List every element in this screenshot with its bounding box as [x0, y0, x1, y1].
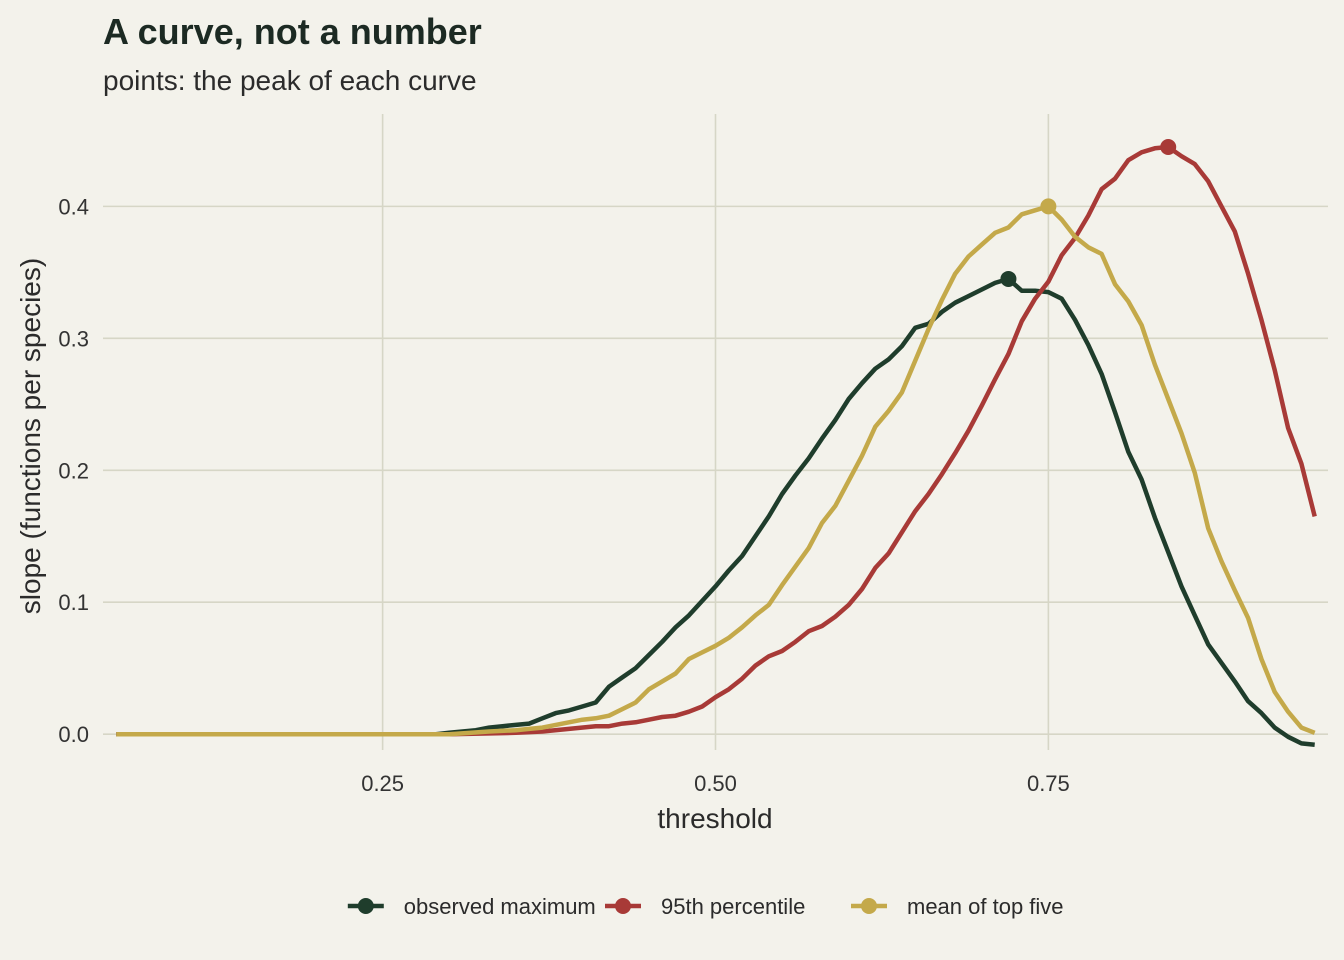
legend-key-point: [357, 898, 374, 914]
peak-points: [1000, 138, 1177, 287]
legend: observed maximum 95th percentile mean of t…: [347, 894, 1064, 919]
x-tick-label: 0.25: [361, 771, 404, 796]
gridlines: [103, 114, 1328, 750]
x-tick-labels: 0.25 0.50 0.75: [361, 771, 1070, 796]
y-tick-labels: 0.0 0.1 0.2 0.3 0.4: [58, 194, 89, 747]
y-tick-label: 0.1: [58, 590, 89, 615]
peak-point: [1040, 198, 1057, 215]
series-line: [116, 276, 1315, 747]
x-axis-title: threshold: [657, 803, 772, 834]
legend-key-point: [861, 898, 877, 914]
legend-key-point: [615, 898, 631, 914]
legend-label: mean of top five: [907, 894, 1064, 919]
x-tick-label: 0.75: [1027, 771, 1070, 796]
y-axis-title: slope (functions per species): [15, 258, 46, 614]
series-lines: [116, 144, 1317, 747]
y-tick-label: 0.0: [58, 722, 89, 747]
y-tick-label: 0.2: [58, 458, 89, 483]
peak-point: [1160, 138, 1177, 155]
legend-label: 95th percentile: [661, 894, 805, 919]
series-line: [116, 204, 1316, 737]
chart-subtitle: points: the peak of each curve: [103, 65, 477, 96]
series-line: [116, 144, 1317, 737]
x-tick-label: 0.50: [694, 771, 737, 796]
legend-label: observed maximum: [404, 894, 596, 919]
peak-point: [1000, 270, 1017, 287]
y-tick-label: 0.4: [58, 194, 89, 219]
chart-title: A curve, not a number: [103, 11, 482, 52]
y-tick-label: 0.3: [58, 326, 89, 351]
